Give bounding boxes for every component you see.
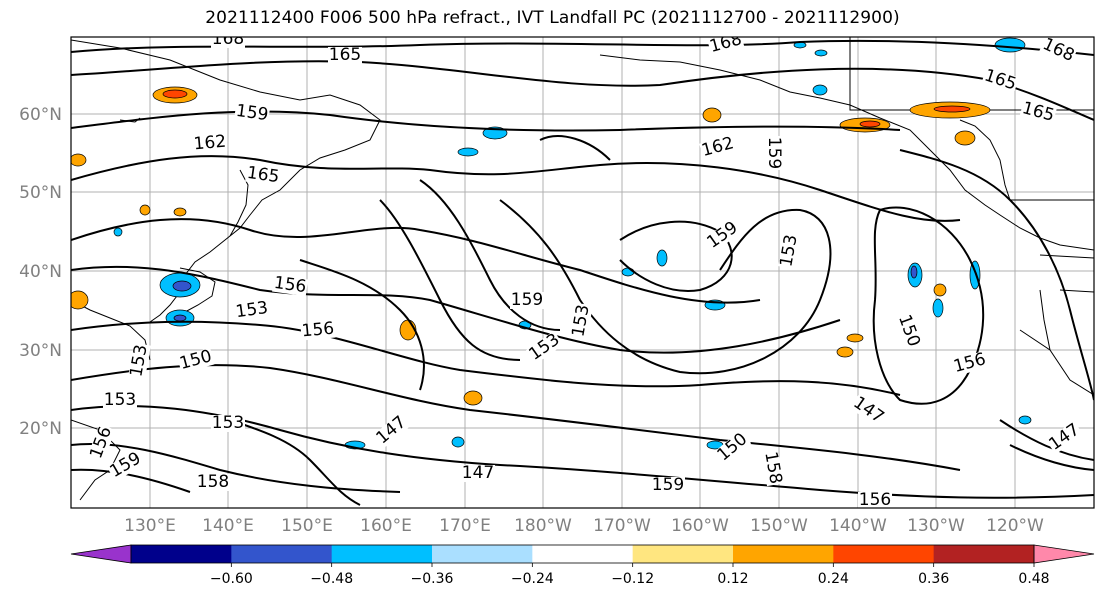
- contour-label: 159: [235, 101, 270, 125]
- colorbar-segment: [432, 545, 533, 563]
- contour-label: 158: [197, 472, 229, 492]
- contour-label-bg: [192, 133, 228, 154]
- contour-label-bg: [300, 320, 336, 341]
- longitude-labels: 130°E 140°E 150°E 160°E 170°E 180°W 170°W 160°W…: [124, 516, 1044, 536]
- lon-tick-label: 130°W: [907, 516, 965, 536]
- contour-label-bg: [981, 67, 1019, 94]
- map-frame: [70, 36, 1095, 509]
- contour-label: 153: [104, 390, 136, 410]
- colorbar-tick-label: −0.36: [411, 571, 454, 587]
- contour-label-bg: [651, 477, 685, 494]
- lon-tick-label: 120°W: [986, 516, 1044, 536]
- colorbar-tick-label: 0.48: [1018, 571, 1049, 587]
- colorbar-tick-label: −0.12: [611, 571, 654, 587]
- lon-tick-label: 140°E: [202, 516, 254, 536]
- lon-tick-label: 150°E: [281, 516, 333, 536]
- contour-label: 153: [234, 298, 269, 322]
- contour-label: 159: [652, 475, 684, 495]
- contour-label: 159: [511, 290, 543, 310]
- latitude-labels: 60°N 50°N 40°N 30°N 20°N: [19, 105, 62, 439]
- contour-label: 162: [193, 132, 227, 155]
- contour-label-bg: [328, 47, 362, 64]
- colorbar-under-extend: [70, 544, 132, 564]
- colorbar-tick-label: −0.48: [310, 571, 353, 587]
- contour-label-bg: [128, 342, 151, 380]
- contour-label-bg: [1039, 37, 1078, 66]
- colorbar-tick-label: 0.36: [918, 571, 949, 587]
- contour-label-bg: [894, 311, 923, 350]
- contour-label-bg: [951, 350, 989, 377]
- colorbar-segment: [231, 545, 333, 563]
- contour-label: 156: [273, 273, 308, 297]
- contour-label-bg: [461, 465, 495, 482]
- lat-tick-label: 50°N: [19, 183, 62, 203]
- map-title: 2021112400 F006 500 hPa refract., IVT La…: [205, 8, 900, 28]
- lon-tick-label: 130°E: [124, 516, 176, 536]
- colorbar-segment: [532, 545, 634, 563]
- contour-label: 165: [329, 45, 361, 65]
- lat-tick-label: 40°N: [19, 262, 62, 282]
- contour-label-bg: [570, 302, 593, 340]
- contour-label-bg: [703, 218, 742, 253]
- contour-label-bg: [373, 413, 411, 449]
- contour-label: 153: [212, 413, 244, 433]
- contour-label-bg: [87, 423, 116, 462]
- contour-label-bg: [196, 474, 230, 491]
- lon-tick-label: 170°E: [439, 516, 491, 536]
- contour-label-bg: [1045, 420, 1084, 455]
- colorbar-tick-label: −0.24: [511, 571, 554, 587]
- lon-tick-label: 180°W: [514, 516, 572, 536]
- contour-label-bg: [177, 347, 215, 374]
- contour-label-bg: [211, 37, 245, 48]
- colorbar-tick-label: 0.24: [818, 571, 849, 587]
- colorbar-outline: [130, 544, 1035, 564]
- contour-label: 159: [764, 137, 784, 169]
- contour-label-bg: [849, 393, 888, 428]
- contour-label-bg: [858, 492, 892, 508]
- contour-label-bg: [211, 415, 245, 432]
- contour-label-bg: [714, 430, 752, 466]
- contour-label: 165: [246, 163, 281, 187]
- contour-label: 156: [859, 490, 891, 510]
- lon-tick-label: 160°W: [671, 516, 729, 536]
- contour-label-bg: [234, 102, 271, 125]
- contour-label-bg: [272, 274, 309, 297]
- lon-tick-label: 140°W: [829, 516, 887, 536]
- lon-tick-label: 150°W: [750, 516, 808, 536]
- colorbar-segment: [632, 545, 734, 563]
- lat-tick-label: 30°N: [19, 341, 62, 361]
- lat-tick-label: 60°N: [19, 105, 62, 125]
- contour-label-bg: [245, 164, 282, 187]
- colorbar-segment: [933, 545, 1035, 563]
- colorbar-segment: [131, 545, 232, 563]
- contour-label-bg: [510, 292, 544, 309]
- contour-label-bg: [106, 449, 145, 482]
- contour-label-bg: [103, 392, 137, 409]
- contour-label: 147: [462, 463, 494, 483]
- contour-label-bg: [765, 136, 782, 170]
- contour-label-bg: [761, 449, 784, 487]
- colorbar-tick-label: 0.12: [717, 571, 748, 587]
- lat-tick-label: 20°N: [19, 419, 62, 439]
- colorbar-segment: [833, 545, 935, 563]
- colorbar-segment: [733, 545, 834, 563]
- colorbar-segment: [331, 545, 433, 563]
- colorbar: −0.60 −0.48 −0.36 −0.24 −0.12 0.12 0.24 0.36 0.4…: [70, 544, 1095, 587]
- contour-label: 156: [301, 319, 335, 342]
- contour-label-bg: [778, 232, 801, 270]
- lon-tick-label: 160°E: [360, 516, 412, 536]
- contour-label-bg: [233, 299, 270, 322]
- shaded-anomalies: [71, 37, 1032, 450]
- colorbar-over-extend: [1033, 544, 1095, 564]
- contour-label: 168: [212, 29, 244, 49]
- colorbar-tick-label: −0.60: [210, 571, 253, 587]
- contour-label-bg: [525, 330, 564, 365]
- lon-tick-label: 170°W: [593, 516, 651, 536]
